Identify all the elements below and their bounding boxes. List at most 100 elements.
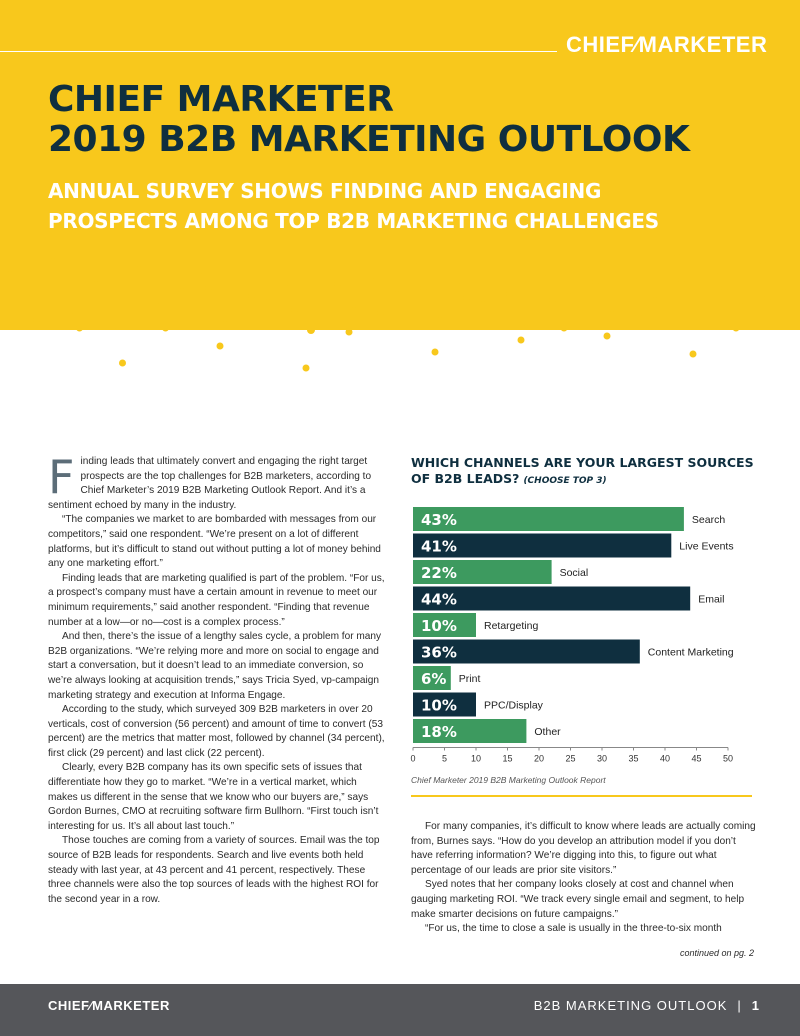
x-tick-label: 10 (471, 754, 481, 764)
bar (413, 666, 451, 690)
x-tick-label: 5 (442, 754, 447, 764)
footer-separator: | (737, 998, 742, 1013)
bar (413, 507, 684, 531)
bar-value-label: 43% (421, 511, 457, 529)
drip-dot (463, 294, 470, 302)
chart-divider (411, 795, 752, 797)
drip-dot (678, 276, 685, 284)
paragraph-text: inding leads that ultimately convert and… (48, 456, 372, 511)
article-paragraph: And then, there’s the issue of a lengthy… (48, 631, 382, 701)
x-tick-label: 50 (723, 754, 733, 764)
page-footer (0, 984, 800, 1036)
x-tick-label: 30 (597, 754, 607, 764)
x-tick-label: 40 (660, 754, 670, 764)
bar (413, 613, 476, 637)
drip-dot (377, 309, 384, 317)
drip-dot (431, 348, 439, 356)
bar-value-label: 41% (421, 538, 457, 556)
article-paragraph: According to the study, which surveyed 3… (48, 704, 385, 759)
article-paragraph: Finding leads that are marketing qualifi… (48, 572, 385, 628)
drip-dot (420, 284, 427, 292)
drip-dot (549, 296, 556, 304)
subtitle-line-2: PROSPECTS AMONG TOP B2B MARKETING CHALLE… (48, 209, 659, 233)
lead-sources-bar-chart: 43% Search 41% Live Events 22% Social 44% Email… (410, 507, 734, 764)
dripping-lines-graphic (1, 230, 788, 372)
drip-dot (388, 302, 396, 310)
drip-dot (560, 324, 568, 332)
bar-category-label: PPC/Display (484, 700, 544, 712)
footer-logo: CHIEF⁄MARKETER (48, 998, 170, 1013)
drip-dot (592, 278, 599, 286)
drip-dot (345, 328, 353, 336)
chart-title-note: (CHOOSE TOP 3) (523, 476, 607, 486)
bar-category-label: Email (698, 594, 724, 606)
article-paragraph: For many companies, it’s difficult to kn… (411, 821, 756, 876)
drip-dot (291, 306, 298, 314)
article-paragraph: “The companies we market to are bombarde… (48, 514, 381, 570)
article-right-column: For many companies, it’s difficult to kn… (411, 820, 756, 937)
bar-category-label: Print (459, 673, 481, 685)
drip-dot (173, 319, 181, 327)
article-paragraph: Clearly, every B2B company has its own s… (48, 762, 379, 832)
drip-dot (517, 336, 525, 344)
bar-category-label: Other (534, 726, 561, 738)
title-line-2: 2019 B2B MARKETING OUTLOOK (48, 119, 690, 160)
chief-marketer-logo: CHIEF⁄MARKETER (566, 32, 768, 57)
page-number: 1 (751, 998, 760, 1013)
drip-dot (216, 342, 224, 350)
continued-note: continued on pg. 2 (679, 948, 754, 958)
bar-category-label: Content Marketing (648, 647, 734, 659)
bar (413, 692, 476, 717)
drip-dot (732, 324, 740, 332)
drip-dot (764, 294, 771, 302)
drip-dot (506, 290, 513, 298)
drip-dot (162, 324, 169, 332)
drip-dot (635, 310, 642, 318)
article-paragraph: “For us, the time to close a sale is usu… (425, 923, 722, 935)
drip-dot (44, 289, 52, 297)
drip-dot (33, 316, 40, 324)
bar-value-label: 36% (421, 644, 457, 662)
drip-dot (87, 302, 95, 310)
chart-title-text: WHICH CHANNELS ARE YOUR LARGEST SOURCES … (411, 455, 754, 486)
header-rule (0, 51, 557, 52)
drip-dot (130, 277, 138, 285)
drip-dot (646, 308, 654, 316)
drip-dot (302, 364, 310, 372)
page-title: CHIEF MARKETER 2019 B2B MARKETING OUTLOO… (48, 80, 768, 160)
subtitle-line-1: ANNUAL SURVEY SHOWS FINDING AND ENGAGING (48, 179, 602, 203)
bar-category-label: Search (692, 514, 725, 526)
bar-category-label: Retargeting (484, 620, 538, 632)
drip-dot (205, 284, 212, 292)
drip-dot (603, 332, 611, 340)
x-tick-label: 45 (691, 754, 701, 764)
bar (413, 586, 691, 611)
drip-dot (334, 280, 341, 288)
article-paragraph: Those touches are coming from a variety … (48, 835, 380, 905)
drip-dot (689, 350, 697, 358)
bar-category-label: Live Events (679, 541, 733, 553)
bar-value-label: 10% (421, 697, 457, 715)
drip-dot (119, 359, 126, 367)
bar-value-label: 6% (421, 670, 446, 688)
drip-dot (1, 282, 9, 290)
title-line-1: CHIEF MARKETER (48, 79, 394, 120)
bar (413, 719, 527, 743)
chart-title: WHICH CHANNELS ARE YOUR LARGEST SOURCES … (411, 455, 761, 489)
drip-dot (775, 300, 783, 308)
chart-source: Chief Marketer 2019 B2B Marketing Outloo… (411, 775, 606, 785)
bar (413, 639, 640, 664)
x-tick-label: 20 (534, 754, 544, 764)
x-tick-label: 0 (410, 754, 415, 764)
bar (413, 560, 552, 584)
drop-cap: F (48, 450, 75, 504)
bar (413, 533, 672, 558)
bar-category-label: Social (560, 567, 589, 579)
drip-dot (721, 284, 728, 292)
footer-section: B2B MARKETING OUTLOOK | 1 (534, 998, 760, 1013)
bar-value-label: 44% (421, 591, 457, 609)
bar-value-label: 10% (421, 617, 457, 635)
bar-value-label: 18% (421, 723, 457, 741)
